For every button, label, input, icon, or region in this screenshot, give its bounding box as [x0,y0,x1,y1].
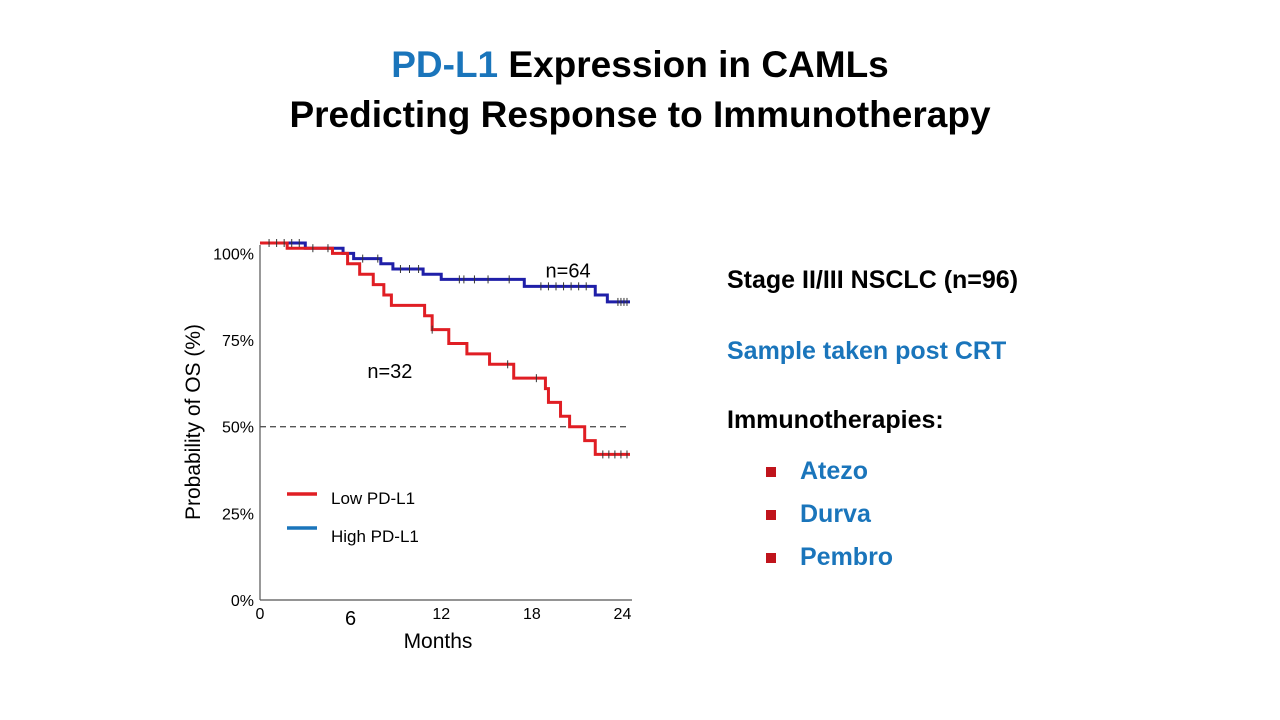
censor-marks [268,239,628,459]
x-ticks: 0 6 12 18 24 [256,606,632,630]
y-tick-label: 25% [222,506,254,523]
therapy-list: Atezo Durva Pembro [766,450,893,579]
x-axis-title: Months [404,630,473,653]
therapy-pembro: Pembro [800,543,894,571]
curve-high-pdl1 [260,241,630,304]
legend-label-low: Low PD-L1 [331,489,415,508]
y-tick-label: 50% [222,420,254,437]
x-tick-label: 24 [614,606,632,623]
y-ticks: 0% 25% 50% 75% 100% [213,246,254,610]
x-tick-label: 18 [523,606,541,623]
immunotherapies-heading: Immunotherapies: [727,406,944,434]
y-axis-title: Probability of OS (%) [182,324,205,520]
x-tick-label: 12 [432,606,450,623]
km-chart: 0% 25% 50% 75% 100% 0 6 12 18 24 Probability of … [182,239,632,653]
x-tick-label: 0 [256,606,265,623]
list-item: Durva [766,493,893,536]
therapy-atezo: Atezo [800,457,869,485]
slide-subtitle: Predicting Response to Immunotherapy [289,94,991,135]
bullet-icon [766,466,776,477]
curve-low-pdl1 [260,241,630,456]
list-item: Atezo [766,450,893,493]
title-highlight: PD-L1 [391,44,499,85]
y-tick-label: 0% [231,593,254,610]
n-label-low: n=32 [367,361,412,383]
title-rest: Expression in CAMLs [498,44,889,85]
bullet-icon [766,552,776,563]
y-tick-label: 75% [222,333,254,350]
legend: Low PD-L1 High PD-L1 [287,489,419,546]
list-item: Pembro [766,536,893,579]
x-tick-label: 6 [345,608,356,630]
bullet-icon [766,509,776,520]
therapy-durva: Durva [800,500,871,528]
stage-label: Stage II/III NSCLC (n=96) [727,266,1019,294]
sample-label: Sample taken post CRT [727,337,1007,365]
survival-curves [260,241,630,456]
legend-label-high: High PD-L1 [331,527,419,546]
slide-title: PD-L1 Expression in CAMLs [0,42,1280,88]
y-tick-label: 100% [213,246,254,263]
n-label-high: n=64 [546,261,591,283]
